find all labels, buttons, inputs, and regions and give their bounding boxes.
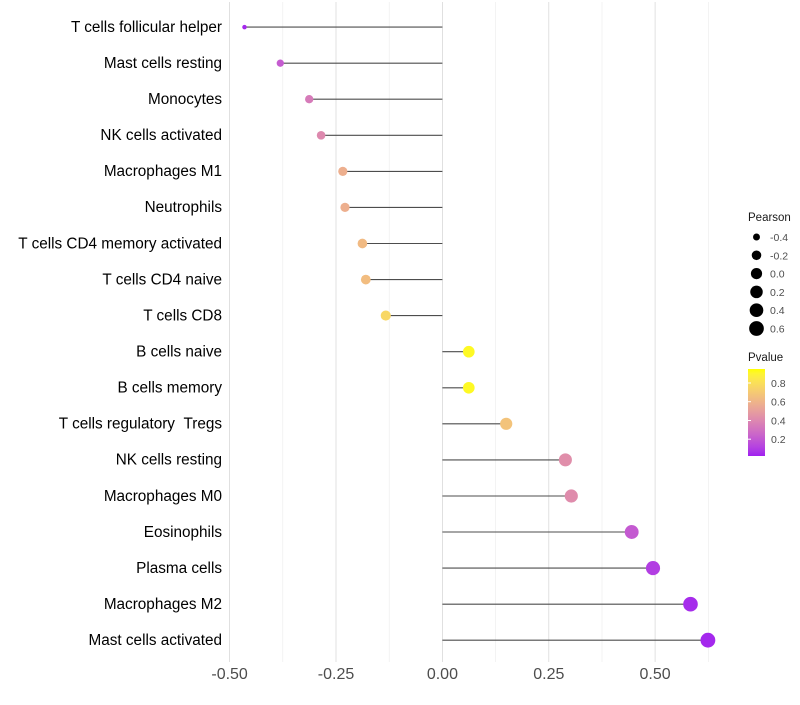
svg-text:Monocytes: Monocytes [148,91,222,108]
svg-text:-0.4: -0.4 [770,232,788,244]
svg-text:T cells follicular helper: T cells follicular helper [71,19,222,36]
svg-text:B cells memory: B cells memory [117,380,222,397]
svg-text:Pearson: Pearson [748,212,791,224]
svg-text:Eosinophils: Eosinophils [144,524,223,541]
svg-text:Macrophages M1: Macrophages M1 [104,163,222,180]
svg-text:0.00: 0.00 [427,666,458,683]
svg-text:0.8: 0.8 [771,378,786,390]
svg-text:Macrophages M2: Macrophages M2 [104,596,222,613]
svg-text:T cells CD4 memory activated: T cells CD4 memory activated [18,235,222,252]
svg-text:-0.25: -0.25 [318,666,355,683]
svg-text:0.50: 0.50 [640,666,671,683]
svg-text:0.4: 0.4 [771,416,786,428]
svg-text:Macrophages M0: Macrophages M0 [104,488,222,505]
svg-text:T cells CD8: T cells CD8 [143,307,222,324]
svg-text:0.2: 0.2 [771,434,786,446]
svg-text:0.4: 0.4 [770,305,785,317]
svg-text:-0.2: -0.2 [770,250,788,262]
svg-text:Mast cells resting: Mast cells resting [104,55,222,72]
svg-text:0.0: 0.0 [770,269,785,281]
svg-text:0.25: 0.25 [533,666,564,683]
svg-text:B cells naive: B cells naive [136,344,222,361]
svg-text:T cells CD4 naive: T cells CD4 naive [102,271,222,288]
svg-text:Neutrophils: Neutrophils [145,199,223,216]
svg-text:Mast cells activated: Mast cells activated [89,632,222,649]
svg-text:0.2: 0.2 [770,287,785,299]
svg-text:NK cells activated: NK cells activated [100,127,222,144]
svg-text:T cells regulatory Tregs: T cells regulatory Tregs [59,416,223,433]
svg-text:NK cells resting: NK cells resting [116,452,222,469]
svg-text:Pvalue: Pvalue [748,352,783,364]
svg-text:0.6: 0.6 [770,324,785,336]
svg-text:Plasma cells: Plasma cells [136,560,222,577]
svg-text:-0.50: -0.50 [211,666,248,683]
svg-text:0.6: 0.6 [771,397,786,409]
